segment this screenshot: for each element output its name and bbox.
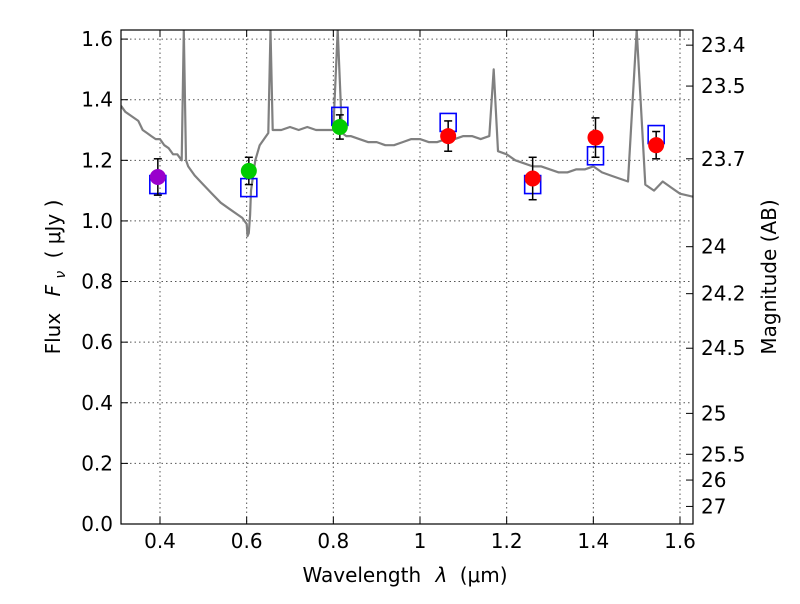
y-tick-label: 1.2 <box>81 148 113 172</box>
y-tick-label: 0.4 <box>81 391 113 415</box>
y-axis-label-prefix: Flux <box>41 313 65 355</box>
mag-tick-label: 23.4 <box>701 33 746 57</box>
observed-photometry-point <box>440 128 457 145</box>
x-tick-label: 1 <box>414 529 427 553</box>
mag-tick-label: 24.2 <box>701 282 746 306</box>
x-axis-label: Wavelength λ (μm) <box>302 563 507 587</box>
x-axis-label-symbol: λ <box>435 563 448 587</box>
x-tick-label: 1.4 <box>577 529 609 553</box>
x-axis-label-unit: (μm) <box>460 563 508 587</box>
mag-tick-label: 24.5 <box>701 336 746 360</box>
axes-frame <box>120 29 694 525</box>
y-axis-label-unit: ( μJy ) <box>41 200 65 259</box>
y2-axis-label: Magnitude (AB) <box>757 199 781 354</box>
observed-photometry-point <box>149 168 166 185</box>
observed-photometry-point <box>331 118 348 135</box>
observed-photometry-point <box>587 129 604 146</box>
mag-tick-label: 25 <box>701 401 726 425</box>
y-tick-label: 1.0 <box>81 209 113 233</box>
y-tick-label: 0.6 <box>81 330 113 354</box>
x-tick-label: 1.2 <box>491 529 523 553</box>
observed-photometry-point <box>524 170 541 187</box>
x-tick-label: 0.8 <box>317 529 349 553</box>
y-tick-label: 0.2 <box>81 451 113 475</box>
x-tick-label: 1.6 <box>664 529 696 553</box>
mag-tick-label: 25.5 <box>701 442 746 466</box>
y-tick-label: 0.8 <box>81 270 113 294</box>
markers <box>149 106 665 201</box>
ticks: 0.4 0.6 0.8 1 1.2 1.4 1.6 0.0 0.2 0.4 0.6 0.8 1.0 1.2… <box>81 27 745 553</box>
y-tick-label: 0.0 <box>81 512 113 536</box>
mag-tick-label: 24 <box>701 235 726 259</box>
x-tick-label: 0.6 <box>231 529 263 553</box>
x-axis-label-prefix: Wavelength <box>302 563 421 587</box>
observed-photometry-point <box>648 137 665 154</box>
observed-photometry-point <box>240 162 257 179</box>
x-tick-label: 0.4 <box>144 529 176 553</box>
y-axis-label-subscript: ν <box>53 271 69 279</box>
mag-tick-label: 23.7 <box>701 147 746 171</box>
y-axis-label: Flux F ν ( μJy ) <box>41 200 70 355</box>
y-axis-label-symbol: F <box>41 284 65 296</box>
mag-tick-label: 23.5 <box>701 74 746 98</box>
y-tick-label: 1.6 <box>81 27 113 51</box>
mag-tick-label: 26 <box>701 468 726 492</box>
mag-tick-label: 27 <box>701 494 726 518</box>
y-tick-label: 1.4 <box>81 88 113 112</box>
